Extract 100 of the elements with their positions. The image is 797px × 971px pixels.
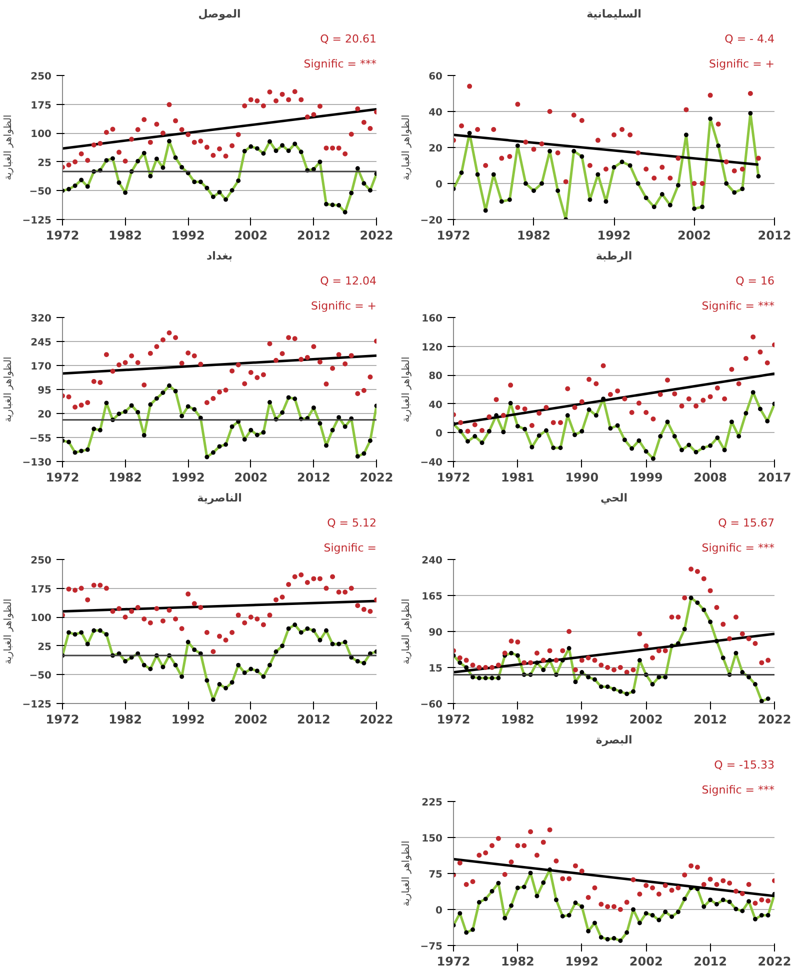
y-tick-label: 40 xyxy=(428,108,443,118)
text: Q = 5.12 xyxy=(327,516,377,530)
y-tick-label: 90 xyxy=(428,628,443,638)
x-tick-label: 1992 xyxy=(171,228,205,242)
y-tick-label: 150 xyxy=(422,834,443,844)
x-tick-label: 2022 xyxy=(360,712,394,726)
y-tick-label: 240 xyxy=(422,556,443,566)
y-tick-label: 245 xyxy=(30,338,52,348)
x-tick-label: 2002 xyxy=(234,228,268,242)
x-tick-label: 2012 xyxy=(297,712,330,726)
x-tick-label: 2002 xyxy=(629,712,663,726)
y-tick-label: 250 xyxy=(30,556,52,566)
y-tick-label: 25 xyxy=(38,158,52,169)
x-tick-label: 2022 xyxy=(360,470,394,484)
y-tick-label: 165 xyxy=(422,592,443,602)
y-tick-label: 15 xyxy=(428,664,443,674)
x-tick-label: 2002 xyxy=(629,954,663,968)
x-tick-label: 1982 xyxy=(108,470,142,484)
x-tick-label: 1982 xyxy=(501,954,534,968)
x-tick-label: 2022 xyxy=(758,954,792,968)
x-tick-label: 1992 xyxy=(565,954,599,968)
y-tick-label: −125 xyxy=(22,216,52,226)
y-tick-label: 100 xyxy=(30,129,52,140)
x-tick-label: 2012 xyxy=(297,470,330,484)
y-axis-title: الظواهر الغبارية xyxy=(401,114,412,180)
y-axis-title: الظواهر الغبارية xyxy=(401,840,412,906)
text: Signific = + xyxy=(709,58,774,70)
y-tick-label: −55 xyxy=(29,434,52,444)
x-tick-label: 1972 xyxy=(46,228,80,242)
x-tick-label: 2012 xyxy=(694,712,728,726)
y-tick-label: −50 xyxy=(29,670,52,682)
x-tick-label: 2002 xyxy=(678,228,711,242)
x-tick-label: 2002 xyxy=(234,470,268,484)
y-tick-label: −50 xyxy=(29,186,52,198)
y-tick-label: 175 xyxy=(30,584,52,596)
y-axis-title: الظواهر الغبارية xyxy=(3,114,14,180)
x-tick-label: 2017 xyxy=(758,470,792,484)
y-tick-label: 80 xyxy=(428,371,443,382)
text: Q = - 4.4 xyxy=(724,32,774,46)
chart-title: بغداد xyxy=(206,250,233,262)
x-tick-label: 1982 xyxy=(108,228,142,242)
x-tick-label: 1992 xyxy=(171,470,205,484)
x-tick-label: 1992 xyxy=(597,228,631,242)
text: Signific = xyxy=(324,542,377,554)
y-tick-label: 40 xyxy=(428,400,443,411)
y-tick-label: 170 xyxy=(30,362,52,372)
y-axis-title: الظواهر الغبارية xyxy=(401,598,412,664)
x-tick-label: 1972 xyxy=(436,470,470,484)
x-tick-label: 1982 xyxy=(517,228,550,242)
text: Q = 12.04 xyxy=(320,274,376,288)
y-tick-label: −130 xyxy=(22,458,52,468)
text: Q = 16 xyxy=(736,274,775,288)
x-tick-label: 1972 xyxy=(46,470,80,484)
text: Signific = *** xyxy=(702,784,775,796)
y-tick-label: −60 xyxy=(420,700,443,710)
y-tick-label: 0 xyxy=(436,906,443,916)
text: Q = 15.67 xyxy=(718,516,774,530)
y-tick-label: 100 xyxy=(30,613,52,624)
y-tick-label: 20 xyxy=(38,410,52,420)
x-tick-label: 1982 xyxy=(501,712,534,726)
text: Signific = + xyxy=(311,300,376,312)
y-tick-label: 175 xyxy=(30,100,52,112)
x-tick-label: 1981 xyxy=(501,470,534,484)
x-tick-label: 2022 xyxy=(758,712,792,726)
x-tick-label: 1999 xyxy=(629,470,663,484)
text: Q = 20.61 xyxy=(320,32,376,46)
y-axis-title: الظواهر الغبارية xyxy=(3,356,14,422)
chart-title: الموصل xyxy=(198,8,241,20)
x-tick-label: 1992 xyxy=(171,712,205,726)
chart-title: البصرة xyxy=(596,734,632,746)
y-tick-label: 160 xyxy=(422,314,443,324)
y-tick-label: 0 xyxy=(436,428,443,440)
x-tick-label: 1972 xyxy=(436,712,470,726)
y-tick-label: 20 xyxy=(428,144,443,154)
y-tick-label: 320 xyxy=(30,314,52,324)
x-tick-label: 2022 xyxy=(360,228,394,242)
chart-title: الحي xyxy=(600,492,628,504)
x-tick-label: 2012 xyxy=(297,228,330,242)
x-tick-label: 1990 xyxy=(565,470,599,484)
x-tick-label: 2002 xyxy=(234,712,268,726)
x-tick-label: 1972 xyxy=(46,712,80,726)
chart-title: الناصرية xyxy=(197,492,242,504)
text: Signific = *** xyxy=(702,542,775,554)
chart-title: الرطبة xyxy=(596,250,632,262)
x-tick-label: 1972 xyxy=(436,954,470,968)
text: Signific = *** xyxy=(304,58,377,70)
y-tick-label: 120 xyxy=(422,342,443,354)
text: Signific = *** xyxy=(702,300,775,312)
y-tick-label: 25 xyxy=(38,642,52,653)
x-tick-label: 2012 xyxy=(758,228,792,242)
x-tick-label: 2012 xyxy=(694,954,728,968)
y-tick-label: −20 xyxy=(420,216,443,226)
x-tick-label: 2008 xyxy=(694,470,728,484)
y-axis-title: الظواهر الغبارية xyxy=(401,356,412,422)
y-tick-label: 60 xyxy=(428,72,443,82)
y-tick-label: 95 xyxy=(38,386,52,396)
chart-title: السليمانية xyxy=(586,8,642,20)
text: Q = -15.33 xyxy=(714,758,774,772)
y-tick-label: −125 xyxy=(22,700,52,710)
y-tick-label: 0 xyxy=(436,180,443,190)
